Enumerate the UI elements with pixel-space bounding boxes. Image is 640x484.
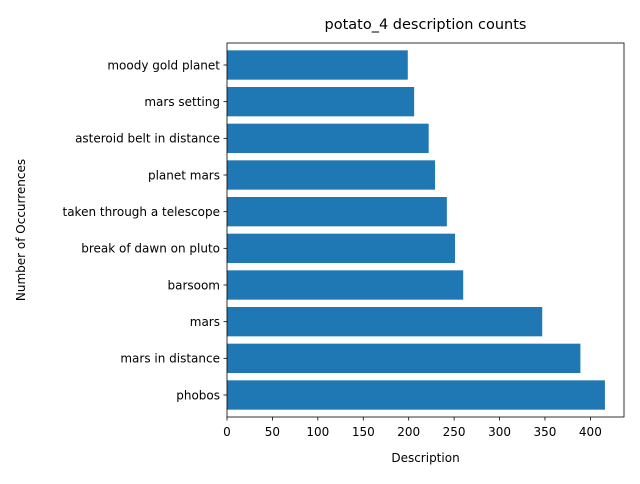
- bar: [227, 307, 543, 337]
- y-tick-label: phobos: [176, 388, 220, 402]
- bar: [227, 50, 408, 80]
- y-tick-label: mars setting: [144, 95, 220, 109]
- y-tick-label: mars: [190, 315, 220, 329]
- y-tick-label: asteroid belt in distance: [75, 132, 220, 146]
- x-tick-label: 0: [223, 425, 231, 439]
- x-tick-label: 150: [352, 425, 375, 439]
- y-axis-ticks: phobos mars in distance mars barsoom break o…: [62, 58, 227, 402]
- x-axis-label: Description: [391, 451, 459, 465]
- bar: [227, 123, 429, 153]
- chart-title: potato_4 description counts: [325, 17, 527, 33]
- y-tick-label: taken through a telescope: [62, 205, 220, 219]
- y-tick-label: mars in distance: [120, 352, 220, 366]
- x-tick-label: 400: [579, 425, 602, 439]
- bar: [227, 160, 436, 190]
- y-tick-label: break of dawn on pluto: [81, 242, 220, 256]
- y-tick-label: planet mars: [148, 168, 220, 182]
- bar: [227, 270, 464, 300]
- bar: [227, 197, 447, 227]
- bar: [227, 233, 456, 263]
- x-axis-ticks: 0 50 100 150 200 250 300 350 400: [223, 417, 602, 439]
- y-tick-label: barsoom: [167, 278, 220, 292]
- x-tick-label: 200: [397, 425, 420, 439]
- x-tick-label: 350: [534, 425, 557, 439]
- bar: [227, 343, 581, 373]
- x-tick-label: 300: [488, 425, 511, 439]
- y-axis-label: Number of Occurrences: [14, 159, 28, 301]
- bar: [227, 87, 415, 117]
- x-tick-label: 100: [306, 425, 329, 439]
- plot-frame-border: [226, 42, 625, 418]
- bar: [227, 380, 605, 410]
- x-tick-label: 50: [265, 425, 280, 439]
- bars-layer: [227, 50, 605, 410]
- x-tick-label: 250: [443, 425, 466, 439]
- plot-frame: [226, 42, 625, 418]
- y-tick-label: moody gold planet: [107, 58, 220, 72]
